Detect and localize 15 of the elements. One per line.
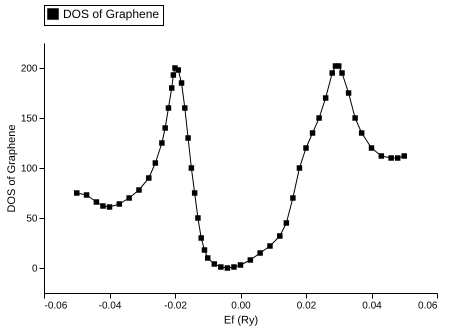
x-tick-label: -0.04 — [98, 300, 122, 312]
y-tick-label: 0 — [32, 264, 38, 274]
y-axis-title: DOS of Graphene — [6, 124, 18, 213]
x-axis-title: Ef (Ry) — [224, 314, 258, 326]
y-tick-label: 200 — [20, 64, 38, 74]
x-tick-label: 0.00 — [231, 300, 252, 312]
x-tick-label: -0.02 — [164, 300, 188, 312]
legend-label: DOS of Graphene — [63, 7, 160, 21]
y-tick-label: 100 — [20, 164, 38, 174]
x-tick-label: 0.06 — [418, 300, 438, 312]
y-tick-label: 50 — [26, 214, 38, 224]
x-tick-label: 0.04 — [362, 300, 382, 312]
x-tick-label: -0.06 — [44, 300, 68, 312]
y-tick-label: 150 — [20, 114, 38, 124]
x-tick-label: 0.02 — [296, 300, 317, 312]
